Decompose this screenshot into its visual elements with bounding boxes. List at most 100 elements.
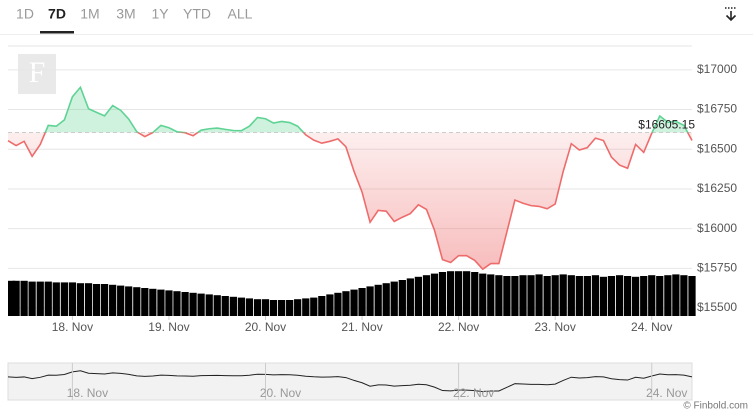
volume-bar bbox=[374, 284, 382, 316]
volume-bar bbox=[430, 273, 439, 316]
volume-bar bbox=[125, 286, 133, 316]
volume-bar bbox=[181, 292, 189, 316]
x-tick-label: 20. Nov bbox=[245, 320, 286, 334]
volume-bar bbox=[36, 281, 44, 316]
volume-bar bbox=[60, 282, 69, 316]
volume-bar bbox=[511, 276, 519, 316]
y-tick-label: $16250 bbox=[697, 181, 737, 195]
y-tick-label: $15500 bbox=[697, 300, 737, 314]
y-tick-label: $17000 bbox=[697, 62, 737, 76]
volume-bar bbox=[261, 299, 270, 316]
volume-bar bbox=[286, 300, 294, 316]
volume-bar bbox=[245, 298, 254, 316]
volume-bar bbox=[591, 275, 600, 316]
volume-bar bbox=[334, 292, 342, 316]
x-tick-label: 21. Nov bbox=[341, 320, 382, 334]
volume-bar bbox=[117, 285, 125, 316]
volume-bar bbox=[575, 276, 583, 316]
credit: © Finbold.com bbox=[683, 401, 748, 412]
volume-bar bbox=[503, 276, 511, 316]
volume-bar bbox=[310, 297, 318, 316]
volume-bar bbox=[133, 287, 141, 316]
x-tick-label: 23. Nov bbox=[535, 320, 576, 334]
volume-bar bbox=[535, 274, 543, 316]
volume-bar bbox=[350, 289, 358, 316]
volume-bar bbox=[414, 276, 422, 316]
volume-bar bbox=[12, 280, 20, 316]
volume-bar bbox=[446, 271, 455, 316]
volume-bar bbox=[237, 297, 245, 316]
volume-bar bbox=[253, 299, 262, 316]
navigator-label: 22. Nov bbox=[453, 386, 494, 400]
range-tab[interactable]: 7D bbox=[48, 6, 66, 22]
volume-bar bbox=[479, 273, 487, 316]
volume-bar bbox=[44, 281, 52, 316]
navigator-label: 18. Nov bbox=[67, 386, 108, 400]
volume-bar bbox=[157, 289, 165, 316]
volume-bar bbox=[519, 275, 527, 316]
volume-bar bbox=[8, 280, 16, 316]
volume-bar bbox=[342, 291, 350, 316]
y-tick-label: $16500 bbox=[697, 141, 737, 155]
volume-bar bbox=[422, 275, 431, 316]
x-tick-label: 18. Nov bbox=[52, 320, 93, 334]
baseline-label: $16605.15 bbox=[638, 118, 695, 132]
volume-bar bbox=[358, 288, 366, 316]
range-tab[interactable]: 3M bbox=[116, 6, 135, 22]
download-icon[interactable] bbox=[725, 7, 737, 22]
range-tab[interactable]: YTD bbox=[183, 6, 211, 22]
range-tab[interactable]: ALL bbox=[228, 6, 253, 22]
volume-bar bbox=[672, 274, 680, 316]
volume-bar bbox=[28, 281, 36, 316]
volume-bar bbox=[92, 284, 101, 316]
volume-bar bbox=[455, 271, 463, 316]
volume-bar bbox=[318, 296, 326, 316]
area-up bbox=[8, 87, 692, 133]
y-tick-label: $15750 bbox=[697, 261, 737, 275]
navigator-label: 24. Nov bbox=[646, 386, 687, 400]
range-tab[interactable]: 1Y bbox=[151, 6, 169, 22]
volume-bar bbox=[527, 275, 535, 316]
volume-bar bbox=[680, 275, 688, 316]
logo: F bbox=[18, 54, 56, 94]
volume-bar bbox=[583, 276, 591, 316]
volume-bar bbox=[607, 276, 616, 316]
volume-bar bbox=[197, 293, 205, 316]
volume-bar bbox=[366, 286, 374, 316]
volume-bar bbox=[173, 291, 181, 316]
volume-bar bbox=[623, 276, 632, 316]
range-tab[interactable]: 1D bbox=[16, 6, 34, 22]
volume-bar bbox=[495, 275, 503, 316]
x-tick-label: 24. Nov bbox=[631, 320, 672, 334]
navigator-line bbox=[7, 370, 693, 393]
volume-bar bbox=[543, 276, 551, 316]
volume-bar bbox=[487, 274, 495, 316]
volume-bar bbox=[294, 299, 302, 316]
volume-bar bbox=[551, 275, 559, 316]
volume-bar bbox=[406, 278, 414, 316]
volume-bar bbox=[213, 295, 221, 316]
volume-bar bbox=[84, 283, 93, 316]
volume-bar bbox=[398, 280, 406, 316]
volume-bar bbox=[656, 276, 664, 316]
volume-bar bbox=[165, 290, 173, 316]
volume-bar bbox=[52, 282, 60, 316]
navigator-label: 20. Nov bbox=[260, 386, 301, 400]
volume-bar bbox=[20, 280, 28, 316]
volume-bar bbox=[559, 274, 567, 316]
price-line bbox=[7, 85, 693, 271]
volume-bar bbox=[189, 292, 197, 316]
y-tick-label: $16000 bbox=[697, 221, 737, 235]
volume-bar bbox=[382, 283, 390, 316]
range-tab[interactable]: 1M bbox=[80, 6, 99, 22]
volume-bar bbox=[205, 294, 213, 316]
volume-bar bbox=[221, 296, 229, 316]
volume-bar bbox=[109, 284, 117, 316]
volume-bar bbox=[438, 272, 447, 316]
tab-underline bbox=[40, 31, 74, 34]
volume-bar bbox=[664, 275, 672, 316]
volume-bar bbox=[302, 298, 310, 316]
volume-bar bbox=[648, 275, 656, 316]
